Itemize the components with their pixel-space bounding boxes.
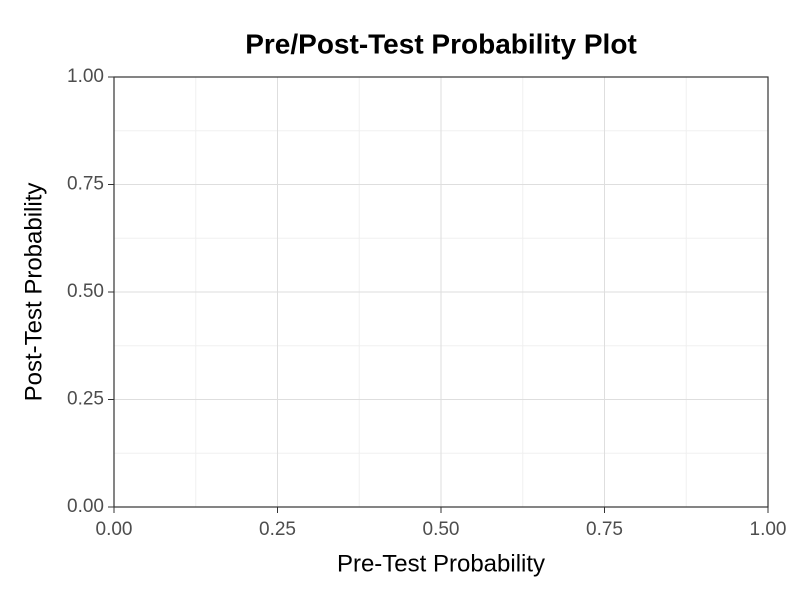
y-tick-label: 0.50 [67,281,104,302]
panel-border [113,76,769,508]
y-axis-label: Post-Test Probability [20,183,47,402]
y-tick-label: 0.00 [67,496,104,517]
y-tick-label: 1.00 [67,66,104,87]
y-tick-label: 0.25 [67,389,104,410]
chart-title: Pre/Post-Test Probability Plot [245,28,637,59]
x-tick-label: 1.00 [750,519,787,540]
x-tick-label: 0.00 [96,519,133,540]
x-tick-label: 0.75 [586,519,623,540]
y-tick-label: 0.75 [67,174,104,195]
x-axis-label: Pre-Test Probability [337,550,545,577]
x-tick-label: 0.50 [423,519,460,540]
x-tick-label: 0.25 [259,519,296,540]
